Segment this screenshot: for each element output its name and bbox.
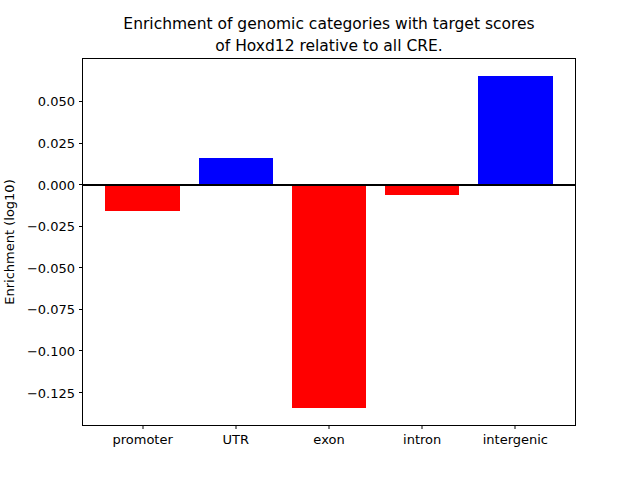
y-tick-label: 0.050	[38, 94, 75, 109]
x-tick-label-intergenic: intergenic	[483, 432, 548, 447]
y-tick-label: −0.100	[27, 343, 75, 358]
zero-baseline	[83, 184, 575, 186]
y-tick	[79, 309, 83, 310]
y-tick-label: −0.025	[27, 219, 75, 234]
y-tick	[79, 184, 83, 185]
x-tick-label-promoter: promoter	[112, 432, 172, 447]
x-tick-label-utr: UTR	[223, 432, 250, 447]
y-tick	[79, 143, 83, 144]
chart-title: Enrichment of genomic categories with ta…	[82, 13, 576, 57]
bar-chart-figure: Enrichment of genomic categories with ta…	[0, 0, 640, 480]
y-tick	[79, 226, 83, 227]
y-tick	[79, 392, 83, 393]
x-tick	[515, 425, 516, 429]
bar-intergenic	[478, 76, 553, 185]
y-tick-label: 0.000	[38, 177, 75, 192]
y-tick-label: −0.050	[27, 260, 75, 275]
bar-exon	[292, 185, 367, 409]
y-tick-label: 0.025	[38, 136, 75, 151]
y-tick	[79, 350, 83, 351]
x-tick-label-intron: intron	[403, 432, 441, 447]
x-tick	[329, 425, 330, 429]
bar-utr	[199, 158, 274, 185]
x-tick	[142, 425, 143, 429]
bar-promoter	[105, 185, 180, 212]
y-tick	[79, 101, 83, 102]
x-tick-label-exon: exon	[313, 432, 344, 447]
y-tick-label: −0.125	[27, 385, 75, 400]
x-tick	[235, 425, 236, 429]
y-tick	[79, 267, 83, 268]
x-tick	[422, 425, 423, 429]
bar-intron	[385, 185, 460, 196]
y-axis-label: Enrichment (log10)	[2, 179, 17, 304]
plot-area: promoterUTRexonintronintergenic0.0500.02…	[82, 58, 576, 426]
y-tick-label: −0.075	[27, 302, 75, 317]
